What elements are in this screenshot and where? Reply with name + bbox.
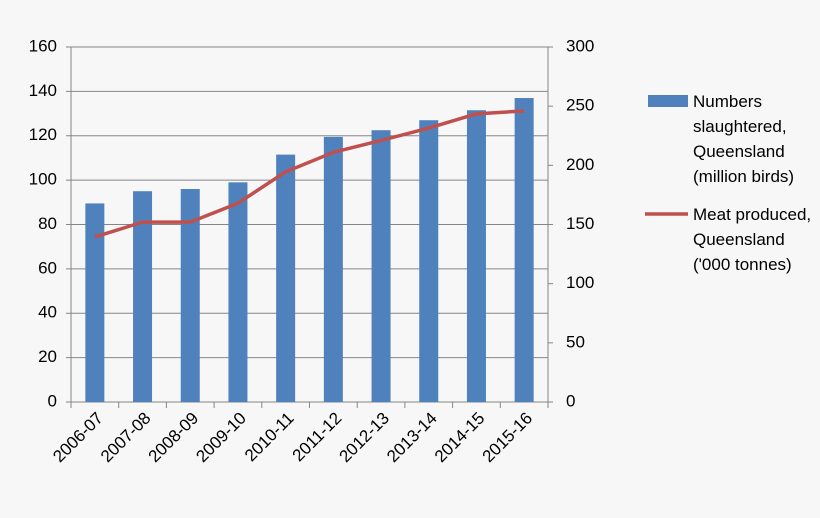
y2-tick-label: 150 [566,214,594,233]
y2-tick-label: 250 [566,96,594,115]
bar [323,136,343,402]
bar [466,110,486,402]
y-tick-label: 40 [38,303,57,322]
x-tick-label: 2008-09 [145,409,203,467]
line [94,109,525,239]
x-tick-label: 2014-15 [431,409,489,467]
x-tick-label: 2006-07 [49,409,107,467]
x-tick-label: 2009-10 [192,409,250,467]
y-tick-label: 120 [29,125,57,144]
x-tick-label: 2010-11 [241,409,298,466]
bar [228,182,248,402]
bar [180,189,200,402]
y2-tick-label: 0 [566,391,575,410]
y2-tick-label: 300 [566,36,594,55]
y2-tick-label: 200 [566,155,594,174]
y-tick-label: 140 [29,81,57,100]
x-tick-label: 2011-12 [289,409,346,466]
bar [85,203,105,402]
x-tick-label: 2015-16 [479,409,537,467]
y-tick-label: 160 [29,36,57,55]
bar [419,120,439,402]
bar [371,130,391,402]
y-tick-label: 60 [38,258,57,277]
y-tick-label: 100 [29,170,57,189]
legend-label: Meat produced, Queensland ('000 tonnes) [693,205,812,274]
bar [514,98,534,402]
y2-tick-label: 50 [566,332,585,351]
bar [133,191,153,402]
bar [276,154,296,402]
y-tick-label: 80 [38,214,57,233]
x-tick-label: 2013-14 [383,409,441,467]
y2-tick-label: 100 [566,273,594,292]
legend-key [648,95,688,107]
x-tick-label: 2012-13 [335,409,393,467]
y-tick-label: 0 [48,391,57,410]
legend-label: Numbers slaughtered, Queensland (million… [693,92,795,186]
y-tick-label: 20 [38,347,57,366]
x-tick-label: 2007-08 [97,409,155,467]
